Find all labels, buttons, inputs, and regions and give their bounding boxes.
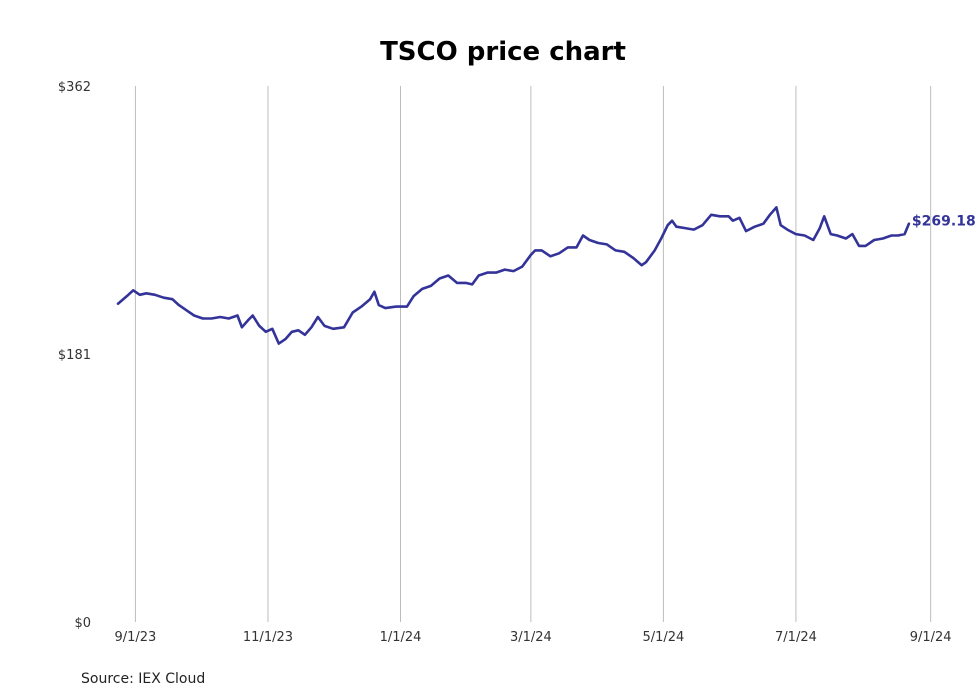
x-tick-label: 7/1/24 <box>775 630 817 645</box>
last-price-label: $269.18 <box>912 214 976 230</box>
x-tick-label: 1/1/24 <box>380 630 422 645</box>
x-tick-label: 11/1/23 <box>243 630 293 645</box>
y-axis-ticks: $0 $181 $362 <box>58 80 91 631</box>
x-tick-label: 3/1/24 <box>510 630 552 645</box>
gridlines <box>134 86 932 622</box>
x-tick-label: 9/1/24 <box>910 630 952 645</box>
y-tick-label: $0 <box>74 616 91 631</box>
y-tick-label: $181 <box>58 348 91 363</box>
x-axis-ticks: 9/1/23 11/1/23 1/1/24 3/1/24 5/1/24 7/1/24 9/1… <box>114 630 951 645</box>
y-tick-label: $362 <box>58 80 91 95</box>
source-note: Source: IEX Cloud <box>81 671 205 687</box>
chart-title: TSCO price chart <box>380 37 626 67</box>
price-series-line <box>116 206 911 345</box>
x-tick-label: 5/1/24 <box>642 630 684 645</box>
x-tick-label: 9/1/23 <box>114 630 156 645</box>
